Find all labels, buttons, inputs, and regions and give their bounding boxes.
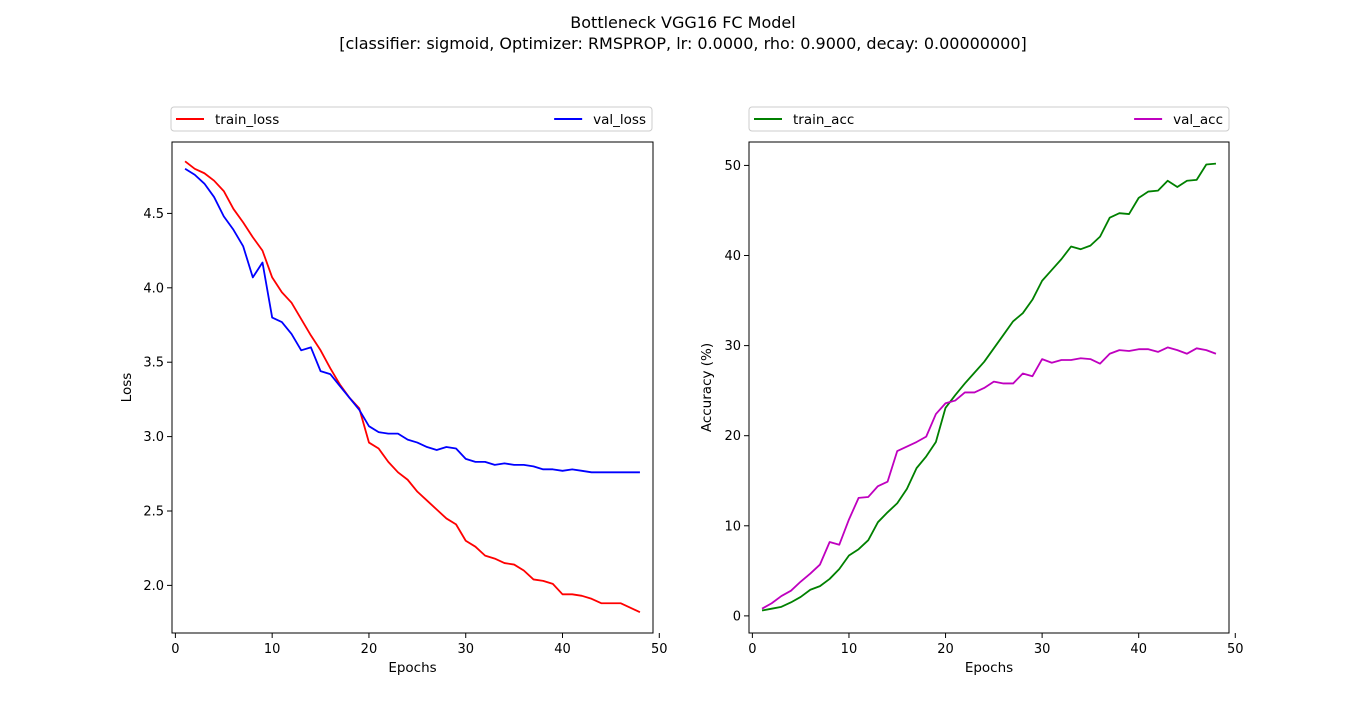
acc-x-axis-label: Epochs xyxy=(965,660,1013,676)
loss-y-tick-label: 2.5 xyxy=(143,504,164,519)
loss-plot-frame xyxy=(171,141,654,634)
acc-y-tick-label: 40 xyxy=(724,249,741,264)
loss-y-axis-label: Loss xyxy=(119,373,135,403)
loss-x-tick-label: 10 xyxy=(264,642,281,657)
loss-x-tick-label: 40 xyxy=(554,642,571,657)
acc-y-tick-label: 0 xyxy=(733,609,741,624)
acc-x-tick-label: 10 xyxy=(841,642,858,657)
acc-y-tick-label: 30 xyxy=(724,339,741,354)
loss-chart: 0 10 20 30 40 50 2.0 2.5 3.0 3.5 4.0 4.5 Epochs Loss t… xyxy=(119,106,668,676)
loss-y-tick-label: 4.0 xyxy=(143,281,164,296)
loss-x-tick-label: 0 xyxy=(171,642,179,657)
acc-plot-frame xyxy=(748,141,1230,634)
acc-y-tick-label: 10 xyxy=(724,519,741,534)
legend-label-val_acc: val_acc xyxy=(1173,112,1223,128)
series-line-train_acc xyxy=(761,162,1217,612)
legend-label-train_loss: train_loss xyxy=(215,112,279,128)
loss-y-tick-label: 2.0 xyxy=(143,579,164,594)
loss-y-tick-label: 3.5 xyxy=(143,356,164,371)
legend-label-val_loss: val_loss xyxy=(593,112,646,128)
loss-x-tick-label: 20 xyxy=(361,642,378,657)
acc-x-tick-label: 50 xyxy=(1227,642,1244,657)
acc-y-axis-label: Accuracy (%) xyxy=(699,343,715,432)
figure-title: Bottleneck VGG16 FC Model xyxy=(570,13,795,32)
series-line-train_loss xyxy=(184,160,641,613)
loss-legend-box xyxy=(170,106,653,132)
series-line-val_acc xyxy=(761,346,1217,610)
acc-x-tick-label: 30 xyxy=(1034,642,1051,657)
acc-x-tick-label: 0 xyxy=(748,642,756,657)
loss-y-tick-label: 4.5 xyxy=(143,207,164,222)
series-line-val_loss xyxy=(184,168,640,474)
acc-x-tick-label: 20 xyxy=(937,642,954,657)
acc-y-tick-label: 50 xyxy=(724,159,741,174)
legend-label-train_acc: train_acc xyxy=(793,112,854,128)
acc-x-tick-label: 40 xyxy=(1130,642,1147,657)
acc-y-tick-label: 20 xyxy=(724,429,741,444)
acc-legend-box xyxy=(748,106,1230,132)
loss-x-tick-label: 50 xyxy=(651,642,668,657)
loss-y-tick-label: 3.0 xyxy=(143,430,164,445)
loss-x-tick-label: 30 xyxy=(457,642,474,657)
figure-subtitle: [classifier: sigmoid, Optimizer: RMSPROP… xyxy=(339,34,1027,53)
loss-x-axis-label: Epochs xyxy=(388,660,436,676)
accuracy-chart: 0 10 20 30 40 50 0 10 20 30 40 50 Epochs Accuracy (%)… xyxy=(699,106,1244,676)
